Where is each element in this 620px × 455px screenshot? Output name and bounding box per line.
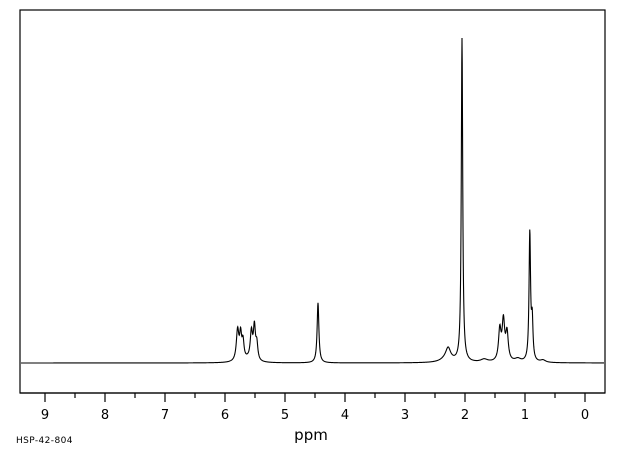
axis-tick-label: 6 bbox=[221, 408, 229, 423]
axis-tick-group bbox=[20, 392, 605, 402]
nmr-trace bbox=[21, 37, 604, 364]
axis-title-ppm: ppm bbox=[294, 426, 328, 444]
axis-tick-label: 1 bbox=[521, 408, 529, 423]
axis-tick-label: 3 bbox=[401, 408, 409, 423]
axis-label-group: 9 8 7 6 5 4 3 2 1 0 bbox=[41, 408, 589, 423]
plot-frame bbox=[19, 9, 606, 394]
axis-tick-label: 0 bbox=[581, 408, 589, 423]
axis-tick-label: 9 bbox=[41, 408, 49, 423]
axis-tick-label: 7 bbox=[161, 408, 169, 423]
axis-tick-label: 5 bbox=[281, 408, 289, 423]
axis-tick-label: 8 bbox=[101, 408, 109, 423]
axis-tick-label: 2 bbox=[461, 408, 469, 423]
spectrum-trace-group bbox=[21, 37, 604, 364]
axis-tick-label: 4 bbox=[341, 408, 349, 423]
sample-id-label: HSP-42-804 bbox=[16, 436, 73, 446]
